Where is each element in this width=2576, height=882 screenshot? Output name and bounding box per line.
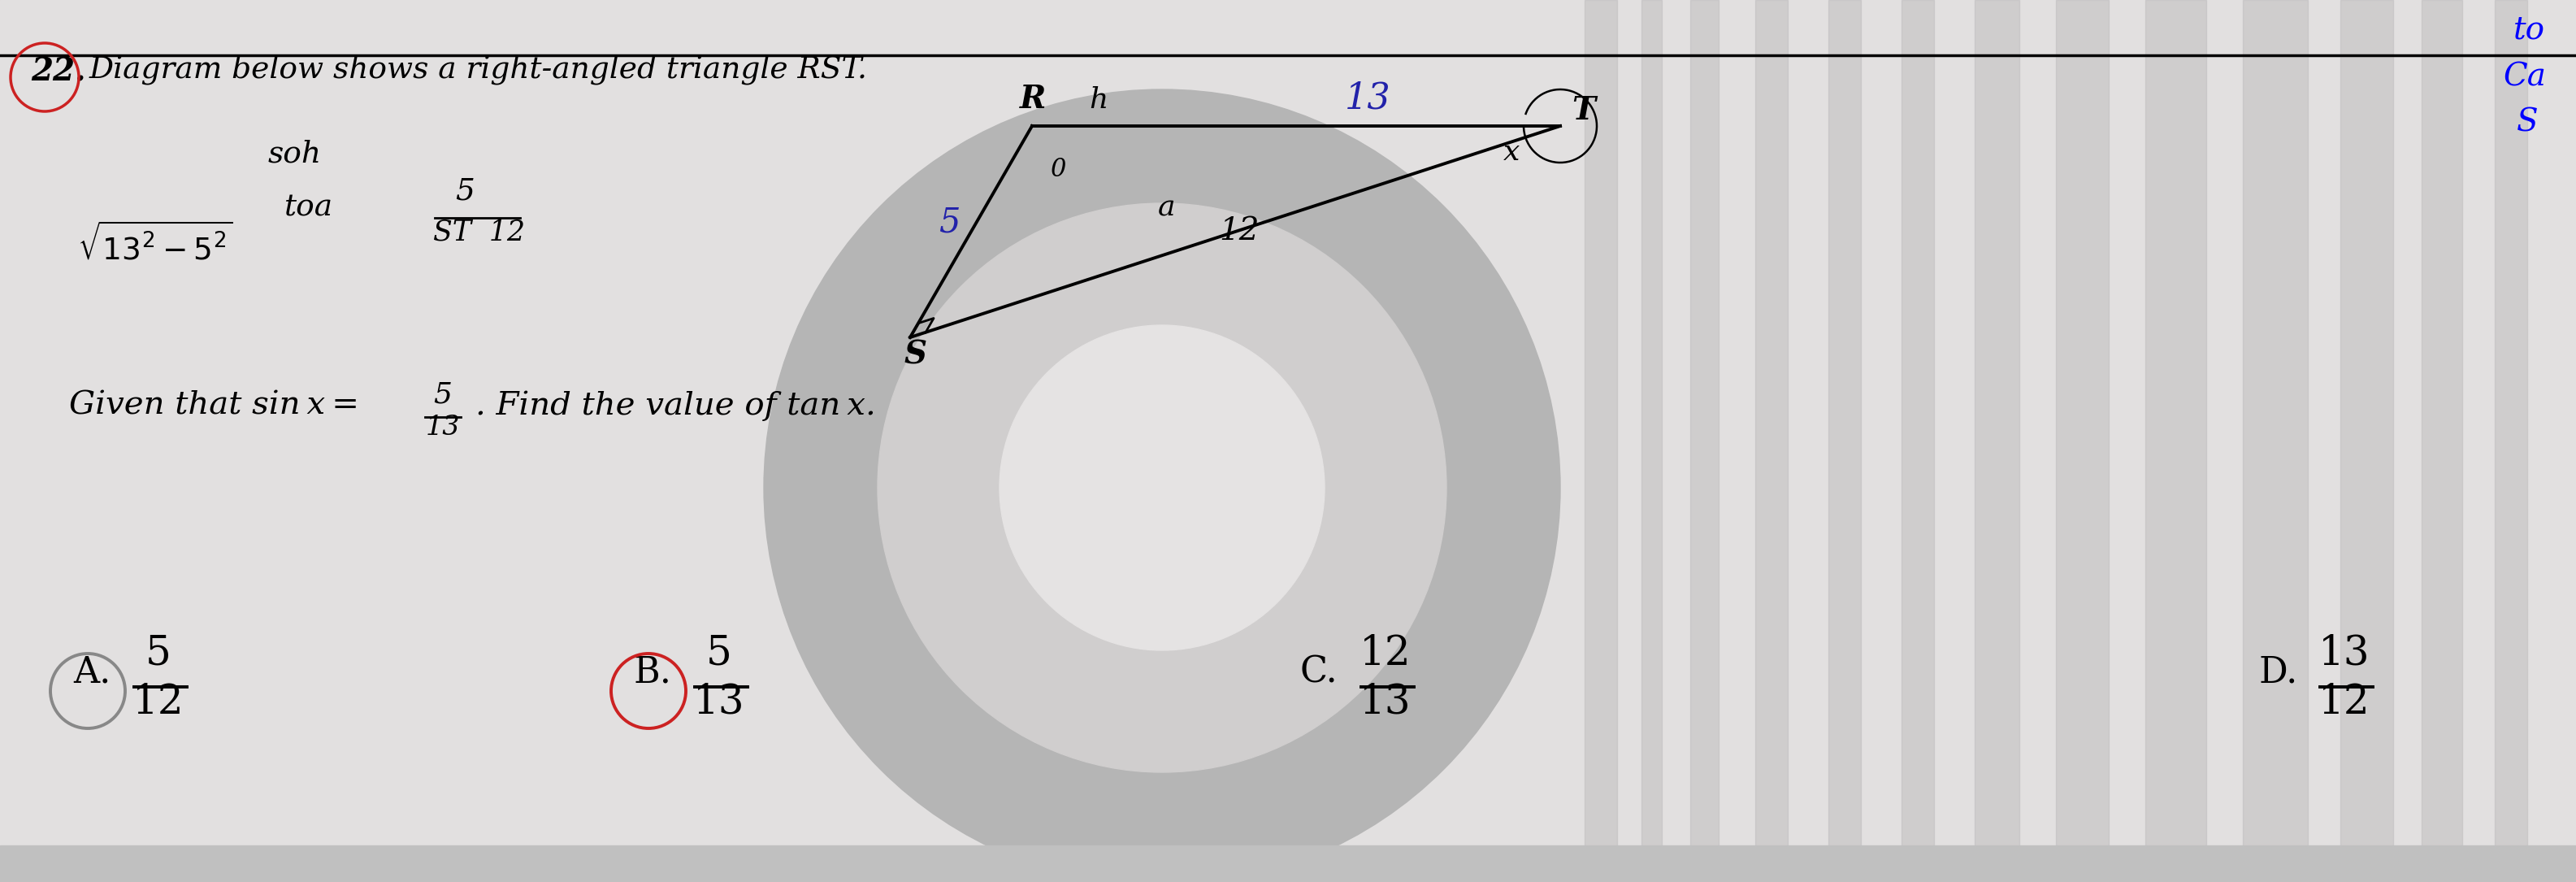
Bar [1754, 0, 1788, 882]
Bar [2494, 0, 2527, 882]
Bar [1976, 0, 2020, 882]
Text: B.: B. [634, 655, 672, 690]
Bar [2342, 0, 2393, 882]
Bar [2421, 0, 2463, 882]
Text: ST  12: ST 12 [433, 218, 526, 245]
Bar [1901, 0, 1935, 882]
Bar [1829, 0, 1860, 882]
Text: 13: 13 [2318, 633, 2370, 674]
Text: 13: 13 [1360, 683, 1412, 722]
Text: Diagram below shows a right-angled triangle RST.: Diagram below shows a right-angled trian… [90, 55, 868, 84]
Bar [2244, 0, 2308, 882]
Circle shape [878, 203, 1448, 773]
Text: to: to [2514, 16, 2545, 46]
Text: 5: 5 [706, 633, 732, 674]
Bar [0, 846, 2576, 882]
Text: 22.: 22. [31, 57, 85, 88]
Text: toa: toa [283, 192, 332, 222]
Text: h: h [1090, 86, 1108, 114]
Text: 0: 0 [1051, 157, 1066, 182]
Text: 12: 12 [2318, 683, 2370, 722]
Text: D.: D. [2259, 655, 2298, 690]
Text: T: T [1571, 95, 1595, 126]
Circle shape [999, 325, 1324, 650]
Text: S: S [2517, 108, 2537, 138]
Text: x: x [1504, 138, 1520, 166]
Text: a: a [1159, 193, 1175, 221]
Text: 12: 12 [1360, 633, 1412, 674]
Text: Given that sin x =: Given that sin x = [70, 391, 366, 421]
Text: soh: soh [268, 140, 322, 169]
Text: 5: 5 [433, 381, 453, 409]
Text: 13: 13 [425, 415, 461, 441]
Text: $\sqrt{13^2-5^2}$: $\sqrt{13^2-5^2}$ [77, 223, 232, 266]
Bar [1690, 0, 1718, 882]
Bar [1641, 0, 1662, 882]
Bar [2056, 0, 2110, 882]
Bar [2146, 0, 2205, 882]
Text: 5: 5 [938, 205, 961, 239]
Text: 13: 13 [1345, 80, 1391, 116]
Text: A.: A. [72, 655, 111, 690]
Text: 12: 12 [131, 683, 185, 722]
Text: 5: 5 [144, 633, 173, 674]
Bar [1584, 0, 1618, 882]
Text: C.: C. [1301, 655, 1337, 690]
Text: 13: 13 [693, 683, 744, 722]
Text: 12: 12 [1218, 216, 1260, 246]
Circle shape [765, 89, 1561, 882]
Text: Ca: Ca [2504, 62, 2545, 92]
Text: . Find the value of tan x.: . Find the value of tan x. [477, 391, 876, 421]
Text: 5: 5 [456, 176, 474, 206]
Text: S: S [904, 339, 927, 370]
Text: R: R [1020, 84, 1046, 115]
